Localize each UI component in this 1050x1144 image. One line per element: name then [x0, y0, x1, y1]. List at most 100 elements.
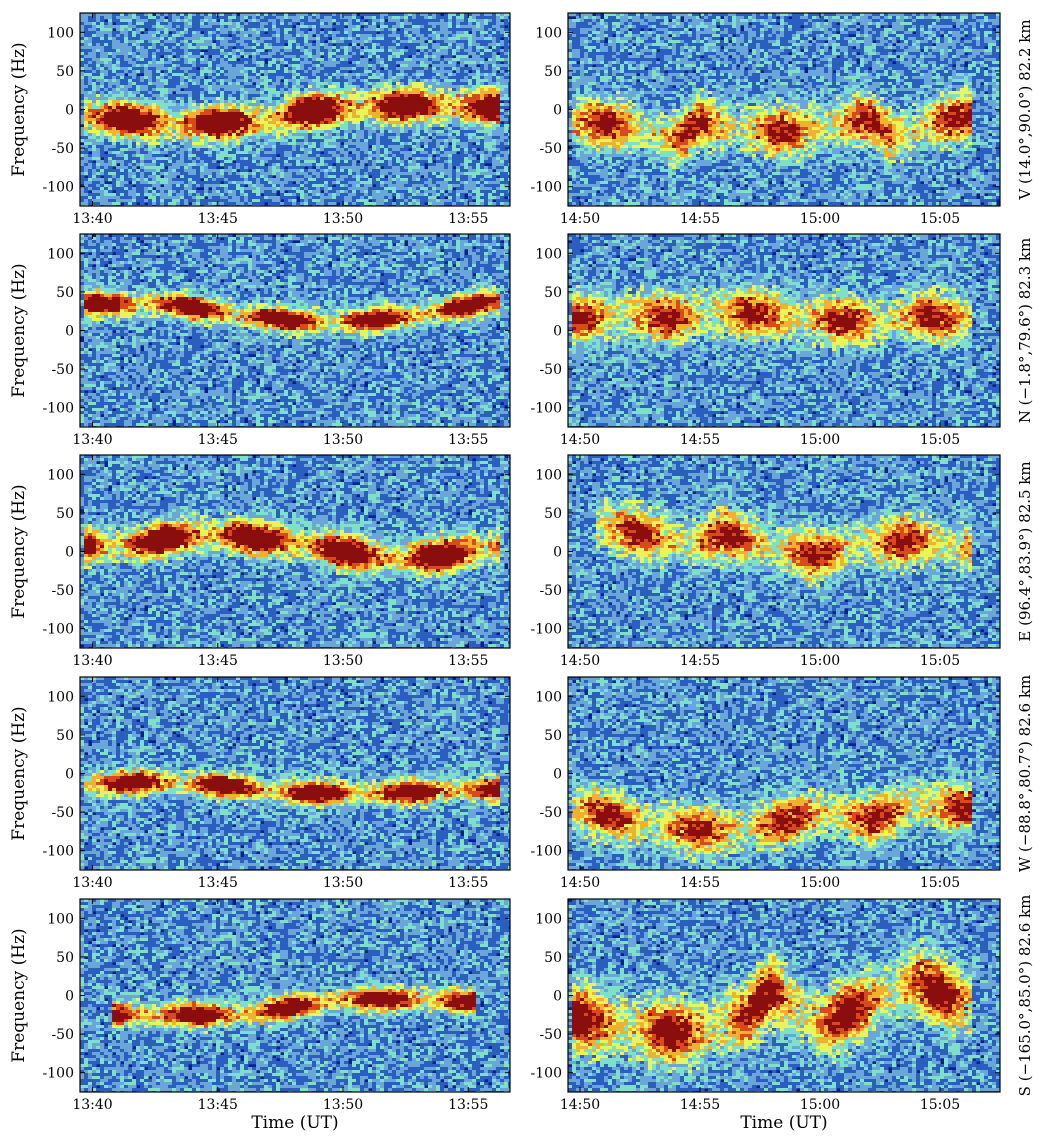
- x-tick-label: 14:55: [680, 211, 720, 227]
- y-tick-label: 0: [553, 324, 562, 340]
- y-tick-label: -100: [531, 1066, 562, 1082]
- x-tick-label: 15:05: [920, 875, 960, 891]
- x-axis-label: Time (UT): [251, 1113, 338, 1133]
- y-tick-label: -50: [51, 141, 74, 157]
- y-tick-label: 50: [544, 285, 562, 301]
- x-tick-label: 14:50: [560, 875, 600, 891]
- spectrogram-cells: [568, 899, 1001, 1092]
- y-tick-label: 100: [535, 25, 562, 41]
- x-tick-label: 13:40: [72, 1097, 112, 1113]
- x-tick-label: 13:50: [323, 211, 363, 227]
- x-tick-label: 15:00: [800, 432, 840, 448]
- y-tick-label: -100: [531, 180, 562, 196]
- x-tick-label: 13:40: [72, 432, 112, 448]
- y-tick-label: -100: [531, 622, 562, 638]
- y-tick-label: -50: [51, 805, 74, 821]
- y-tick-label: -50: [539, 141, 562, 157]
- y-tick-label: 100: [47, 467, 74, 483]
- x-tick-label: 14:50: [560, 432, 600, 448]
- x-tick-label: 15:05: [920, 653, 960, 669]
- x-tick-label: 15:05: [920, 1097, 960, 1113]
- x-tick-label: 14:55: [680, 1097, 720, 1113]
- x-tick-label: 14:55: [680, 875, 720, 891]
- y-tick-label: 100: [47, 246, 74, 262]
- y-tick-label: 100: [47, 25, 74, 41]
- y-tick-label: -50: [51, 583, 74, 599]
- y-tick-label: 50: [544, 64, 562, 80]
- y-tick-label: 0: [553, 989, 562, 1005]
- spectrogram-panel-w-right: 100 50 0 -50 -100 14:50 14:55 15:00 15:05: [531, 677, 1001, 891]
- x-tick-label: 14:50: [560, 1097, 600, 1113]
- y-tick-label: -50: [51, 362, 74, 378]
- x-tick-label: 15:00: [800, 211, 840, 227]
- x-tick-label: 13:50: [323, 432, 363, 448]
- spectrogram-cells: [568, 13, 1001, 206]
- y-tick-label: 100: [47, 689, 74, 705]
- y-tick-label: 0: [65, 103, 74, 119]
- y-tick-label: 100: [535, 689, 562, 705]
- y-axis-label: Frequency (Hz): [9, 263, 29, 397]
- x-tick-label: 14:55: [680, 432, 720, 448]
- x-tick-label: 13:55: [448, 211, 488, 227]
- y-tick-label: 50: [56, 950, 74, 966]
- y-tick-label: 0: [65, 989, 74, 1005]
- y-tick-label: 50: [56, 64, 74, 80]
- y-tick-label: 100: [535, 246, 562, 262]
- y-axis-label: Frequency (Hz): [9, 484, 29, 618]
- y-tick-label: -100: [43, 622, 74, 638]
- x-tick-label: 13:45: [198, 653, 238, 669]
- y-tick-label: 100: [47, 911, 74, 927]
- spectrogram-cells: [568, 455, 1001, 648]
- y-tick-label: 0: [553, 767, 562, 783]
- y-tick-label: -100: [531, 401, 562, 417]
- x-tick-label: 13:45: [198, 1097, 238, 1113]
- spectrogram-panel-v-right: 100 50 0 -50 -100 14:50 14:55 15:00 15:05: [531, 13, 1001, 227]
- y-axis-label: Frequency (Hz): [9, 42, 29, 176]
- y-tick-label: 0: [65, 324, 74, 340]
- x-tick-label: 13:55: [448, 1097, 488, 1113]
- x-tick-label: 15:05: [920, 432, 960, 448]
- y-tick-label: 50: [56, 728, 74, 744]
- x-tick-label: 15:05: [920, 211, 960, 227]
- spectrogram-cells: [80, 13, 511, 206]
- x-tick-label: 14:50: [560, 211, 600, 227]
- x-tick-label: 13:45: [198, 875, 238, 891]
- x-tick-label: 13:40: [72, 875, 112, 891]
- x-tick-label: 13:55: [448, 875, 488, 891]
- x-tick-label: 13:40: [72, 211, 112, 227]
- x-tick-label: 15:00: [800, 1097, 840, 1113]
- spectrogram-panel-n-right: 100 50 0 -50 -100 14:50 14:55 15:00 15:05: [531, 234, 1001, 448]
- x-tick-label: 15:00: [800, 653, 840, 669]
- x-tick-label: 15:00: [800, 875, 840, 891]
- y-axis-label: Frequency (Hz): [9, 928, 29, 1062]
- y-tick-label: -100: [43, 1066, 74, 1082]
- beam-label: V (14.0°,90.0°) 82.2 km: [1016, 19, 1034, 200]
- beam-label: S (−165.0°,85.0°) 82.6 km: [1016, 895, 1034, 1097]
- y-tick-label: 0: [553, 545, 562, 561]
- y-tick-label: -50: [539, 362, 562, 378]
- x-tick-label: 13:55: [448, 653, 488, 669]
- x-tick-label: 13:55: [448, 432, 488, 448]
- y-tick-label: -100: [531, 844, 562, 860]
- y-tick-label: 0: [65, 545, 74, 561]
- beam-label: E (96.4°,83.9°) 82.5 km: [1016, 461, 1034, 641]
- y-tick-label: 100: [535, 911, 562, 927]
- x-tick-label: 13:50: [323, 875, 363, 891]
- y-tick-label: 50: [56, 285, 74, 301]
- x-tick-label: 13:50: [323, 653, 363, 669]
- x-tick-label: 13:45: [198, 432, 238, 448]
- y-tick-label: -50: [51, 1027, 74, 1043]
- y-tick-label: -100: [43, 401, 74, 417]
- y-tick-label: 0: [553, 103, 562, 119]
- y-tick-label: 50: [544, 506, 562, 522]
- spectrogram-cells: [568, 234, 1001, 427]
- y-tick-label: -50: [539, 805, 562, 821]
- y-tick-label: -100: [43, 180, 74, 196]
- x-tick-label: 14:50: [560, 653, 600, 669]
- y-tick-label: 50: [544, 728, 562, 744]
